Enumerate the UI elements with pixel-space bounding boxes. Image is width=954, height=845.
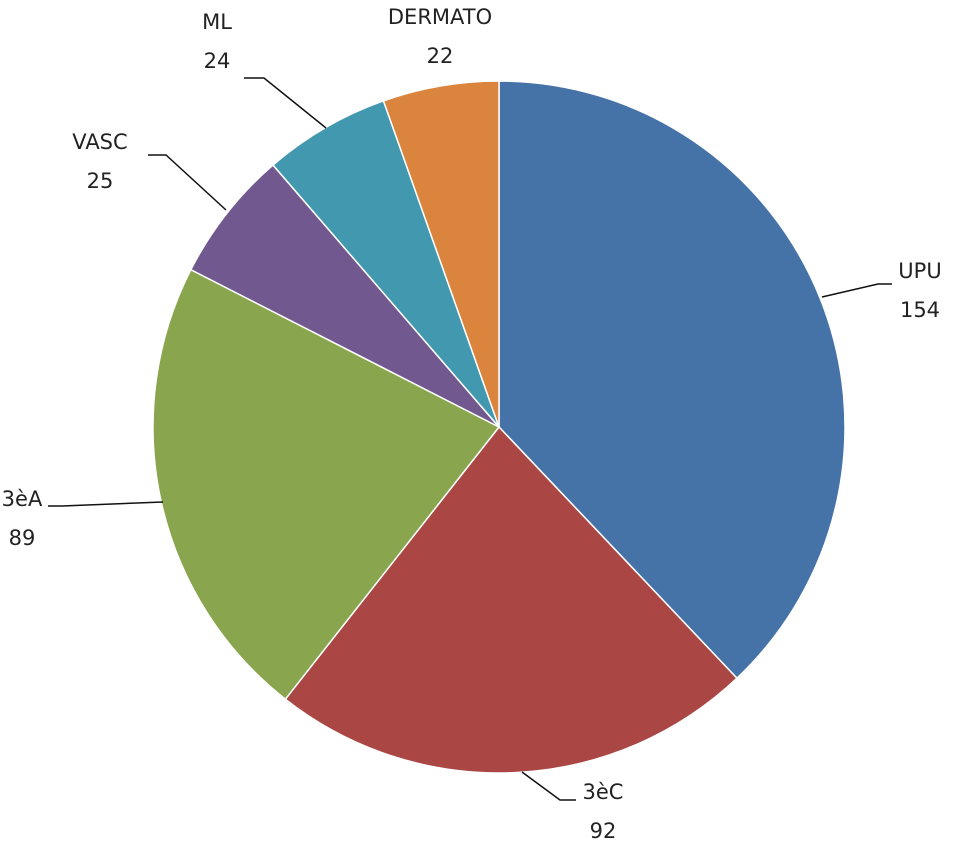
- slice-label: 3èC: [583, 780, 624, 804]
- slice-label: VASC: [72, 130, 127, 154]
- slice-value: 22: [427, 44, 454, 68]
- leader-line: [48, 501, 164, 507]
- slice-label: DERMATO: [388, 5, 492, 29]
- slice-label: 3èA: [2, 487, 43, 511]
- slice-value: 92: [590, 819, 617, 843]
- pie-slice: [284, 425, 739, 774]
- leader-line: [521, 771, 576, 801]
- slice-value: 154: [900, 298, 940, 322]
- slice-value: 24: [204, 49, 231, 73]
- slice-value: 25: [87, 169, 114, 193]
- slice-label: ML: [202, 10, 232, 34]
- pie-slice: [382, 80, 500, 428]
- leader-line: [244, 77, 327, 129]
- pie-slice: [189, 163, 500, 428]
- leader-line: [821, 283, 892, 298]
- slice-label: UPU: [898, 259, 941, 283]
- pie-slice: [498, 80, 846, 680]
- slice-value: 89: [9, 526, 36, 550]
- leader-line: [148, 154, 227, 211]
